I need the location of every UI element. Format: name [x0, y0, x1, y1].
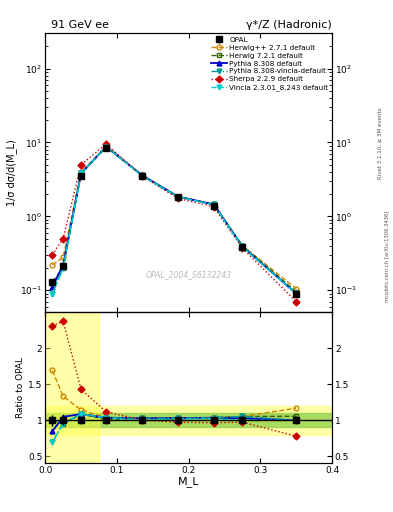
Sherpa 2.2.9 default: [104, 141, 108, 147]
Herwig 7.2.1 default: [211, 201, 216, 207]
Y-axis label: 1/σ dσ/d(M_L): 1/σ dσ/d(M_L): [6, 139, 17, 206]
Sherpa 2.2.9 default: [294, 298, 299, 305]
Herwig++ 2.7.1 default: [140, 172, 144, 178]
Herwig++ 2.7.1 default: [104, 143, 108, 150]
Sherpa 2.2.9 default: [176, 195, 180, 201]
Herwig++ 2.7.1 default: [211, 201, 216, 207]
Herwig++ 2.7.1 default: [294, 286, 299, 292]
Bar: [45, 312, 99, 463]
Vincia 2.3.01_8.243 default: [61, 265, 66, 271]
Vincia 2.3.01_8.243 default: [176, 194, 180, 200]
Pythia 8.308-vincia-default: [211, 201, 216, 207]
Sherpa 2.2.9 default: [50, 252, 55, 258]
Pythia 8.308 default: [50, 284, 55, 290]
Text: Rivet 3.1.10, ≥ 3M events: Rivet 3.1.10, ≥ 3M events: [378, 108, 383, 179]
Pythia 8.308-vincia-default: [50, 290, 55, 296]
Line: Sherpa 2.2.9 default: Sherpa 2.2.9 default: [50, 142, 299, 304]
Sherpa 2.2.9 default: [140, 173, 144, 179]
Herwig 7.2.1 default: [294, 289, 299, 295]
Herwig 7.2.1 default: [50, 279, 55, 285]
Line: Herwig 7.2.1 default: Herwig 7.2.1 default: [50, 145, 299, 294]
Pythia 8.308 default: [104, 143, 108, 150]
Vincia 2.3.01_8.243 default: [104, 143, 108, 150]
Bar: [45, 406, 332, 435]
Pythia 8.308 default: [294, 290, 299, 296]
Herwig 7.2.1 default: [240, 243, 245, 249]
Legend: OPAL, Herwig++ 2.7.1 default, Herwig 7.2.1 default, Pythia 8.308 default, Pythia: OPAL, Herwig++ 2.7.1 default, Herwig 7.2…: [210, 35, 330, 92]
Bar: [45, 413, 332, 428]
Herwig 7.2.1 default: [176, 194, 180, 200]
Pythia 8.308-vincia-default: [294, 290, 299, 296]
Text: γ*/Z (Hadronic): γ*/Z (Hadronic): [246, 20, 332, 31]
Pythia 8.308-vincia-default: [240, 243, 245, 249]
Sherpa 2.2.9 default: [240, 245, 245, 251]
Pythia 8.308-vincia-default: [176, 194, 180, 200]
Sherpa 2.2.9 default: [211, 204, 216, 210]
Pythia 8.308-vincia-default: [104, 143, 108, 150]
Vincia 2.3.01_8.243 default: [211, 202, 216, 208]
Pythia 8.308 default: [61, 262, 66, 268]
Vincia 2.3.01_8.243 default: [240, 244, 245, 250]
Herwig++ 2.7.1 default: [79, 169, 83, 175]
Herwig++ 2.7.1 default: [240, 243, 245, 249]
Text: OPAL_2004_S6132243: OPAL_2004_S6132243: [146, 270, 231, 279]
Vincia 2.3.01_8.243 default: [294, 290, 299, 296]
Sherpa 2.2.9 default: [61, 236, 66, 242]
Vincia 2.3.01_8.243 default: [79, 170, 83, 177]
Herwig++ 2.7.1 default: [50, 262, 55, 268]
Text: mcplots.cern.ch [arXiv:1306.3436]: mcplots.cern.ch [arXiv:1306.3436]: [385, 210, 389, 302]
Sherpa 2.2.9 default: [79, 162, 83, 168]
Herwig++ 2.7.1 default: [176, 194, 180, 200]
Vincia 2.3.01_8.243 default: [50, 290, 55, 296]
Line: Vincia 2.3.01_8.243 default: Vincia 2.3.01_8.243 default: [50, 144, 299, 296]
Line: Pythia 8.308 default: Pythia 8.308 default: [50, 144, 299, 296]
Pythia 8.308-vincia-default: [61, 265, 66, 271]
Pythia 8.308-vincia-default: [140, 172, 144, 178]
Herwig 7.2.1 default: [79, 170, 83, 177]
Herwig 7.2.1 default: [61, 265, 66, 271]
Herwig 7.2.1 default: [104, 144, 108, 151]
Line: Herwig++ 2.7.1 default: Herwig++ 2.7.1 default: [50, 144, 299, 291]
Pythia 8.308 default: [176, 194, 180, 200]
X-axis label: M_L: M_L: [178, 477, 199, 487]
Pythia 8.308-vincia-default: [79, 170, 83, 177]
Vincia 2.3.01_8.243 default: [140, 173, 144, 179]
Pythia 8.308 default: [140, 172, 144, 178]
Text: 91 GeV ee: 91 GeV ee: [51, 20, 109, 31]
Y-axis label: Ratio to OPAL: Ratio to OPAL: [16, 357, 25, 418]
Pythia 8.308 default: [79, 170, 83, 177]
Herwig 7.2.1 default: [140, 172, 144, 178]
Pythia 8.308 default: [240, 244, 245, 250]
Pythia 8.308 default: [211, 201, 216, 207]
Herwig++ 2.7.1 default: [61, 254, 66, 260]
Line: Pythia 8.308-vincia-default: Pythia 8.308-vincia-default: [50, 144, 299, 296]
